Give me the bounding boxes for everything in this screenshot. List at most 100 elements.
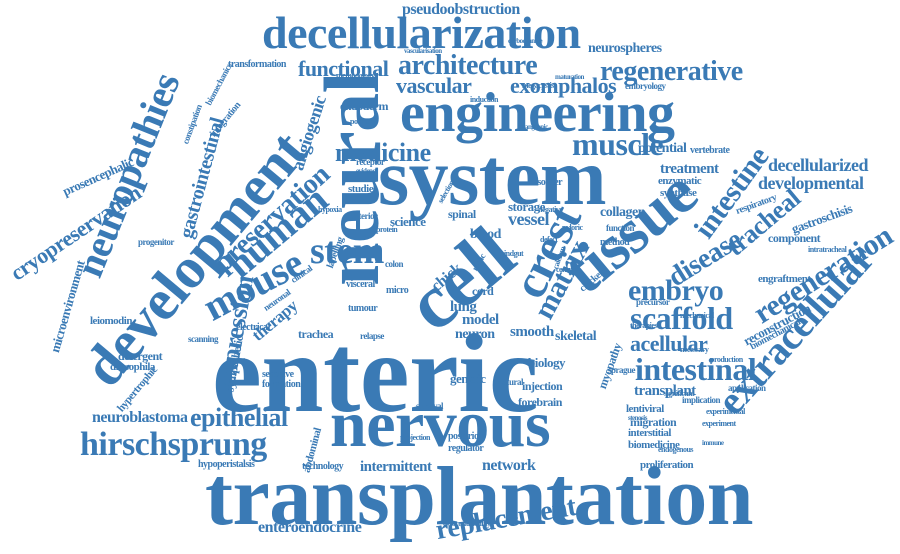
cloud-word: lentiviral [626,403,664,415]
cloud-word: central [556,265,577,274]
cloud-word: storage [508,199,545,214]
cloud-word: mechanical [680,311,714,320]
cloud-word: precursor [636,297,670,307]
cloud-word: proliferation [640,459,694,471]
cloud-word: maturation [555,73,584,81]
cloud-word: smooth [510,324,554,340]
cloud-word: microenvironment [47,258,88,355]
cloud-word: neuron [455,327,495,342]
cloud-word: interstitial [628,427,671,439]
cloud-word: pyloric [562,223,583,232]
cloud-word: colon [385,259,404,269]
cloud-word: sensitive [262,369,294,380]
cloud-word: exomphalos [510,73,617,98]
cloud-word: receptor [356,157,385,167]
cloud-word: potential [638,141,687,156]
cloud-word: scaffold [630,300,733,336]
cloud-word: spinal [448,207,476,221]
cloud-word: intermittent [360,459,432,475]
cloud-word: vessel [508,209,550,229]
cloud-word: experimental [706,407,745,416]
cloud-word: neuroblastoma [92,409,188,426]
cloud-word: studies [348,183,377,195]
cloud-word: methodology [336,71,375,80]
cloud-word: vertebrate [690,145,730,156]
cloud-word: application [728,383,766,393]
cloud-word: hirschsprung [80,426,267,463]
cloud-word: stenosis [628,414,647,422]
cloud-word: function [606,223,635,233]
cloud-word: medicine [335,138,431,167]
cloud-word: model [462,312,499,328]
cloud-word: hypoperistalsis [198,459,255,470]
cloud-word: megacystis [522,81,554,90]
cloud-word: stem [310,230,384,272]
cloud-word: protein [376,225,398,234]
cloud-word: engineering [400,82,675,144]
cloud-word: implication [682,395,721,405]
cloud-word: natural [498,377,524,387]
cloud-word: endoderm [340,99,389,113]
cloud-word: nervous [330,388,551,461]
cloud-word: hypoxia [318,205,342,214]
cloud-word: functional [298,56,389,81]
cloud-word: carbocyanine [508,37,543,45]
cloud-word: embryology [625,81,666,91]
cloud-word: intratracheal [808,245,847,254]
cloud-word: injection [522,379,563,393]
cloud-word: experiment [702,419,736,428]
cloud-word: network [482,457,536,474]
cloud-word: electrical [236,322,270,333]
cloud-word: leiomodin [90,315,132,327]
cloud-word: epithelial [190,403,288,432]
cloud-word: cord [472,284,494,298]
cloud-word: regulator [448,443,484,454]
cloud-word: collagen [600,205,646,220]
cloud-word: trachea [298,327,334,341]
cloud-word: technology [302,461,344,472]
cloud-word: treatment [660,161,719,177]
cloud-word: ganglionic [522,123,548,131]
cloud-word: negative [538,205,563,214]
cloud-word: biomechanics [203,61,234,107]
cloud-word: disorder [530,177,563,188]
cloud-word: science [390,214,426,229]
cloud-word: synthase [660,187,697,199]
cloud-word: migration [630,415,677,429]
cloud-word: biology [528,355,565,370]
cloud-word: lung [450,299,477,315]
cloud-word: embryo [628,274,724,307]
cloud-word: drosophila [110,361,155,373]
cloud-word: enteric [212,312,539,436]
cloud-word: skeletal [555,329,597,344]
cloud-word: defect [540,235,558,244]
cloud-word: survival [416,401,444,411]
cloud-word: induction [470,95,498,104]
cloud-word: micro [386,285,409,296]
cloud-word: significant [664,389,695,398]
cloud-word: transplantation [205,450,753,543]
cloud-word: scanning [188,334,219,344]
cloud-word: decellularized [768,155,868,175]
cloud-word: visceral [346,279,375,290]
cloud-word: system [378,134,607,222]
cloud-word: hindgut [500,249,524,258]
cloud-word: posterior [448,431,483,442]
cloud-word: enzymatic [658,175,702,187]
cloud-word: intestinal [635,351,757,387]
cloud-word: blood [470,227,501,242]
cloud-word: cytocontractility [443,519,491,528]
cloud-word: enteroendocrine [258,519,362,536]
cloud-word: architecture [398,50,538,81]
cloud-word: anterior [350,211,378,221]
cloud-word: transformation [228,59,287,70]
cloud-word: vascular [396,73,472,98]
cloud-word: detergent [118,349,163,363]
cloud-word: evidence [356,167,378,175]
cloud-word: production [710,355,743,364]
cloud-word: genetic [450,371,486,386]
cloud-word: pseudoobstruction [402,1,520,18]
cloud-word: formation [262,379,301,390]
cloud-word: acellular [630,331,708,356]
